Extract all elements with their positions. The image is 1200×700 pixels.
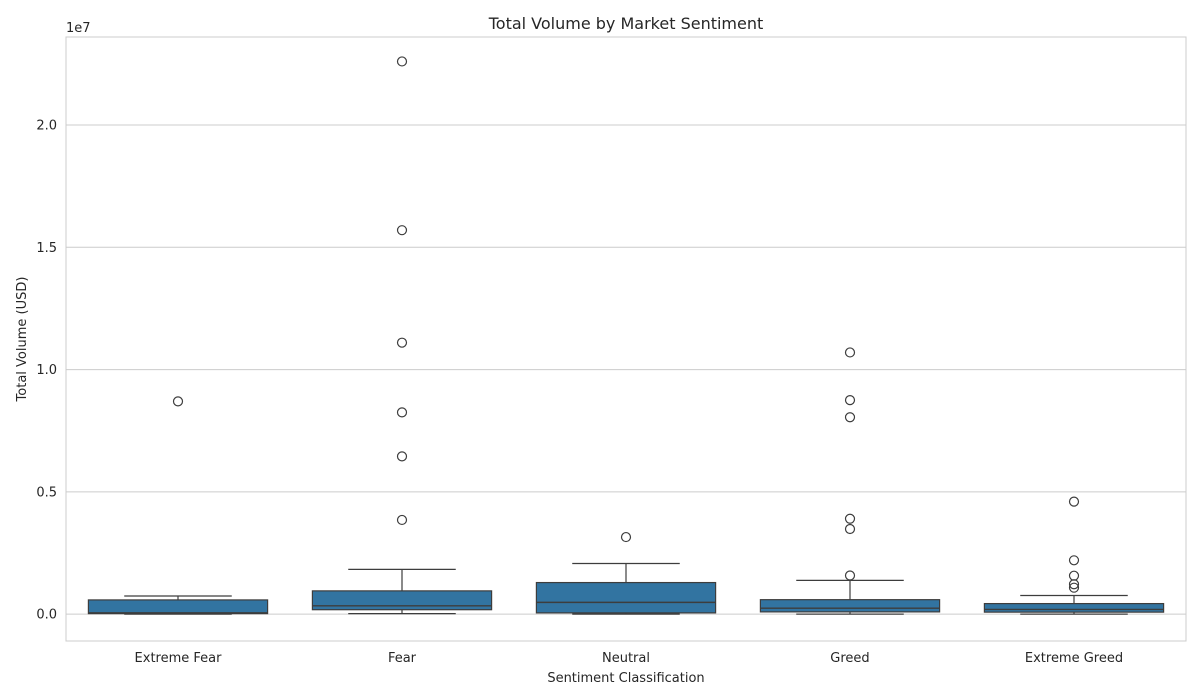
- outlier-point: [396, 451, 408, 462]
- outlier-point: [844, 412, 856, 423]
- x-tick-label: Extreme Greed: [1025, 651, 1123, 666]
- outlier-point: [1068, 496, 1080, 507]
- x-tick-label: Fear: [388, 651, 417, 666]
- outlier-point: [396, 407, 408, 418]
- box-group: [983, 496, 1165, 615]
- box-group: [87, 396, 269, 615]
- box-body: [87, 599, 269, 615]
- box-group: [311, 56, 493, 615]
- outlier-point: [396, 56, 408, 67]
- x-tick-label: Extreme Fear: [135, 651, 223, 666]
- outlier-point: [844, 513, 856, 524]
- box-group: [535, 531, 717, 615]
- outlier-point: [1068, 570, 1080, 581]
- y-tick-label: 2.0: [36, 119, 57, 134]
- outlier-point: [396, 225, 408, 236]
- y-tick-label: 1.0: [36, 363, 57, 378]
- outlier-point: [844, 395, 856, 406]
- y-tick-label: 0.5: [36, 485, 57, 500]
- x-tick-label: Neutral: [602, 651, 650, 666]
- x-axis-ticks: Extreme Fear Fear Neutral Greed Extreme Gree…: [135, 651, 1124, 666]
- grid-lines: [66, 124, 1186, 615]
- x-axis-title: Sentiment Classification: [547, 671, 704, 686]
- y-axis-offset-label: 1e7: [66, 21, 91, 36]
- outlier-point: [1068, 582, 1080, 593]
- outlier-point: [844, 347, 856, 358]
- y-tick-label: 1.5: [36, 241, 57, 256]
- boxes-layer: [87, 56, 1165, 615]
- outlier-point: [172, 396, 184, 407]
- x-tick-label: Greed: [830, 651, 869, 666]
- box-body: [983, 602, 1165, 613]
- y-axis-title: Total Volume (USD): [15, 277, 30, 403]
- outlier-point: [396, 514, 408, 526]
- outlier-point: [620, 531, 632, 543]
- outlier-point: [1068, 555, 1080, 566]
- plot-area-frame: [65, 36, 1187, 642]
- box-body: [759, 599, 941, 613]
- y-tick-label: 0.0: [36, 608, 57, 623]
- outlier-point: [396, 337, 408, 348]
- y-axis-ticks: 0.0 0.5 1.0 1.5 2.0: [36, 119, 57, 623]
- outlier-point: [844, 570, 856, 581]
- outlier-point: [844, 523, 856, 535]
- box-body: [311, 590, 493, 611]
- box-body: [535, 581, 717, 614]
- box-group: [759, 347, 941, 615]
- chart-title: Total Volume by Market Sentiment: [488, 14, 764, 33]
